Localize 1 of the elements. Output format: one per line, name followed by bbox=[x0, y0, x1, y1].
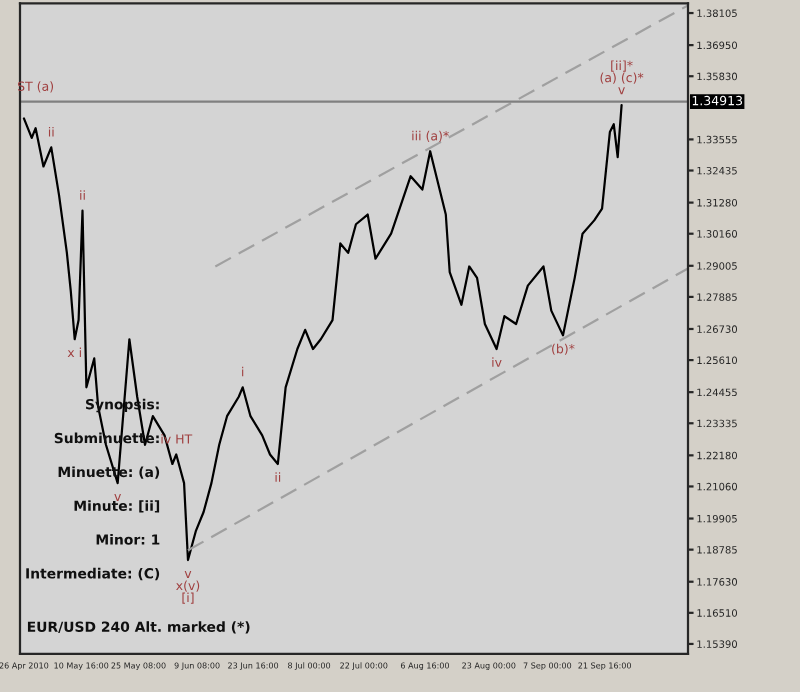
line-series bbox=[22, 104, 623, 562]
